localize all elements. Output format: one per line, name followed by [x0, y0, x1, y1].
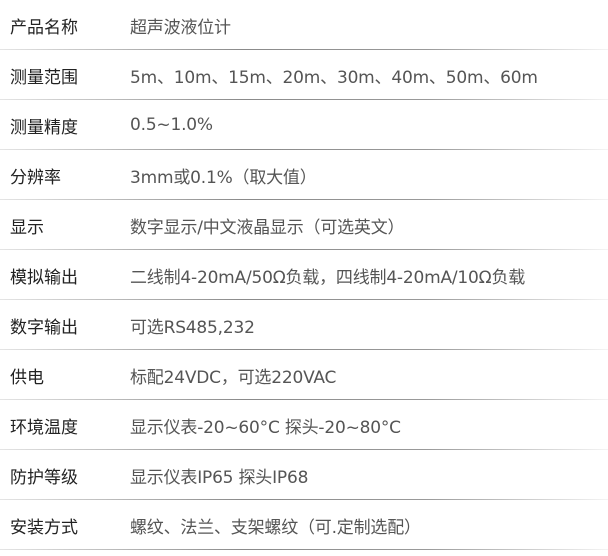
spec-label: 防护等级: [10, 467, 78, 488]
spec-value: 螺纹、法兰、支架螺纹（可.定制选配）: [130, 517, 421, 538]
spec-row: 供电 标配24VDC，可选220VAC: [0, 350, 608, 400]
spec-row: 安装方式 螺纹、法兰、支架螺纹（可.定制选配）: [0, 500, 608, 550]
spec-label: 模拟输出: [10, 267, 78, 288]
spec-label: 显示: [10, 217, 44, 238]
spec-value: 标配24VDC，可选220VAC: [130, 367, 337, 388]
spec-value: 0.5~1.0%: [130, 115, 213, 135]
spec-value: 显示仪表-20~60°C 探头-20~80°C: [130, 417, 401, 438]
spec-row: 产品名称 超声波液位计: [0, 0, 608, 50]
spec-row: 模拟输出 二线制4-20mA/50Ω负载，四线制4-20mA/10Ω负载: [0, 250, 608, 300]
spec-label: 数字输出: [10, 317, 78, 338]
spec-value: 超声波液位计: [130, 17, 231, 38]
spec-row: 显示 数字显示/中文液晶显示（可选英文）: [0, 200, 608, 250]
spec-value: 数字显示/中文液晶显示（可选英文）: [130, 217, 405, 238]
spec-label: 分辨率: [10, 167, 61, 188]
spec-row: 测量精度 0.5~1.0%: [0, 100, 608, 150]
spec-label: 环境温度: [10, 417, 78, 438]
spec-value: 3mm或0.1%（取大值）: [130, 167, 317, 188]
spec-value: 显示仪表IP65 探头IP68: [130, 467, 309, 488]
spec-label: 测量范围: [10, 67, 78, 88]
spec-value: 可选RS485,232: [130, 317, 255, 338]
spec-row: 数字输出 可选RS485,232: [0, 300, 608, 350]
spec-row: 环境温度 显示仪表-20~60°C 探头-20~80°C: [0, 400, 608, 450]
spec-row: 分辨率 3mm或0.1%（取大值）: [0, 150, 608, 200]
spec-row: 测量范围 5m、10m、15m、20m、30m、40m、50m、60m: [0, 50, 608, 100]
spec-value: 5m、10m、15m、20m、30m、40m、50m、60m: [130, 67, 538, 88]
spec-value: 二线制4-20mA/50Ω负载，四线制4-20mA/10Ω负载: [130, 267, 526, 288]
spec-label: 安装方式: [10, 517, 78, 538]
spec-row: 防护等级 显示仪表IP65 探头IP68: [0, 450, 608, 500]
spec-label: 供电: [10, 367, 44, 388]
spec-label: 产品名称: [10, 17, 78, 38]
spec-label: 测量精度: [10, 117, 78, 138]
